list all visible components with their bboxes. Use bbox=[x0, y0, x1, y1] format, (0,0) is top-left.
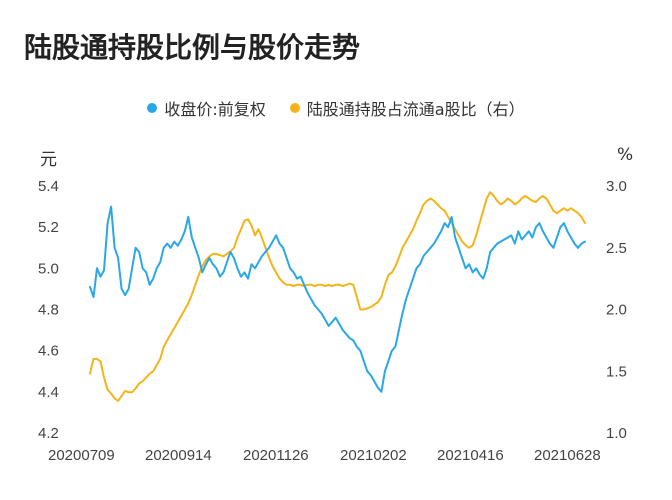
legend: 收盘价:前复权 陆股通持股占流通a股比（右） bbox=[0, 96, 672, 120]
left-tick-label: 5.2 bbox=[38, 219, 59, 236]
left-tick-label: 4.6 bbox=[38, 343, 59, 360]
legend-label-price: 收盘价:前复权 bbox=[164, 100, 266, 119]
legend-item-holding[interactable]: 陆股通持股占流通a股比（右） bbox=[289, 96, 525, 120]
left-tick-label: 4.4 bbox=[38, 384, 59, 401]
x-tick-label: 20210416 bbox=[437, 447, 504, 464]
right-tick-label: 1.5 bbox=[606, 363, 627, 380]
left-axis-unit: 元 bbox=[40, 150, 57, 170]
series-line-price bbox=[89, 205, 586, 393]
right-tick-label: 2.5 bbox=[606, 240, 627, 257]
right-tick-label: 2.0 bbox=[606, 302, 627, 319]
series-line-holding bbox=[89, 191, 586, 402]
left-tick-label: 4.8 bbox=[38, 302, 59, 319]
x-tick-label: 20210202 bbox=[340, 447, 407, 464]
right-tick-label: 3.0 bbox=[606, 178, 627, 195]
x-tick-label: 20200709 bbox=[48, 447, 115, 464]
right-tick-label: 1.0 bbox=[606, 425, 627, 442]
left-tick-label: 4.2 bbox=[38, 425, 59, 442]
legend-swatch-holding bbox=[289, 103, 300, 113]
left-tick-label: 5.0 bbox=[38, 260, 59, 277]
x-tick-label: 20200914 bbox=[145, 447, 212, 464]
x-tick-label: 20210628 bbox=[534, 447, 601, 464]
left-tick-label: 5.4 bbox=[38, 178, 59, 195]
legend-label-holding: 陆股通持股占流通a股比（右） bbox=[306, 100, 525, 119]
legend-swatch-price bbox=[147, 103, 158, 113]
x-tick-label: 20201126 bbox=[243, 447, 309, 464]
legend-item-price[interactable]: 收盘价:前复权 bbox=[147, 96, 266, 120]
chart-title: 陆股通持股比例与股价走势 bbox=[24, 31, 361, 64]
right-axis-unit: % bbox=[617, 145, 634, 165]
